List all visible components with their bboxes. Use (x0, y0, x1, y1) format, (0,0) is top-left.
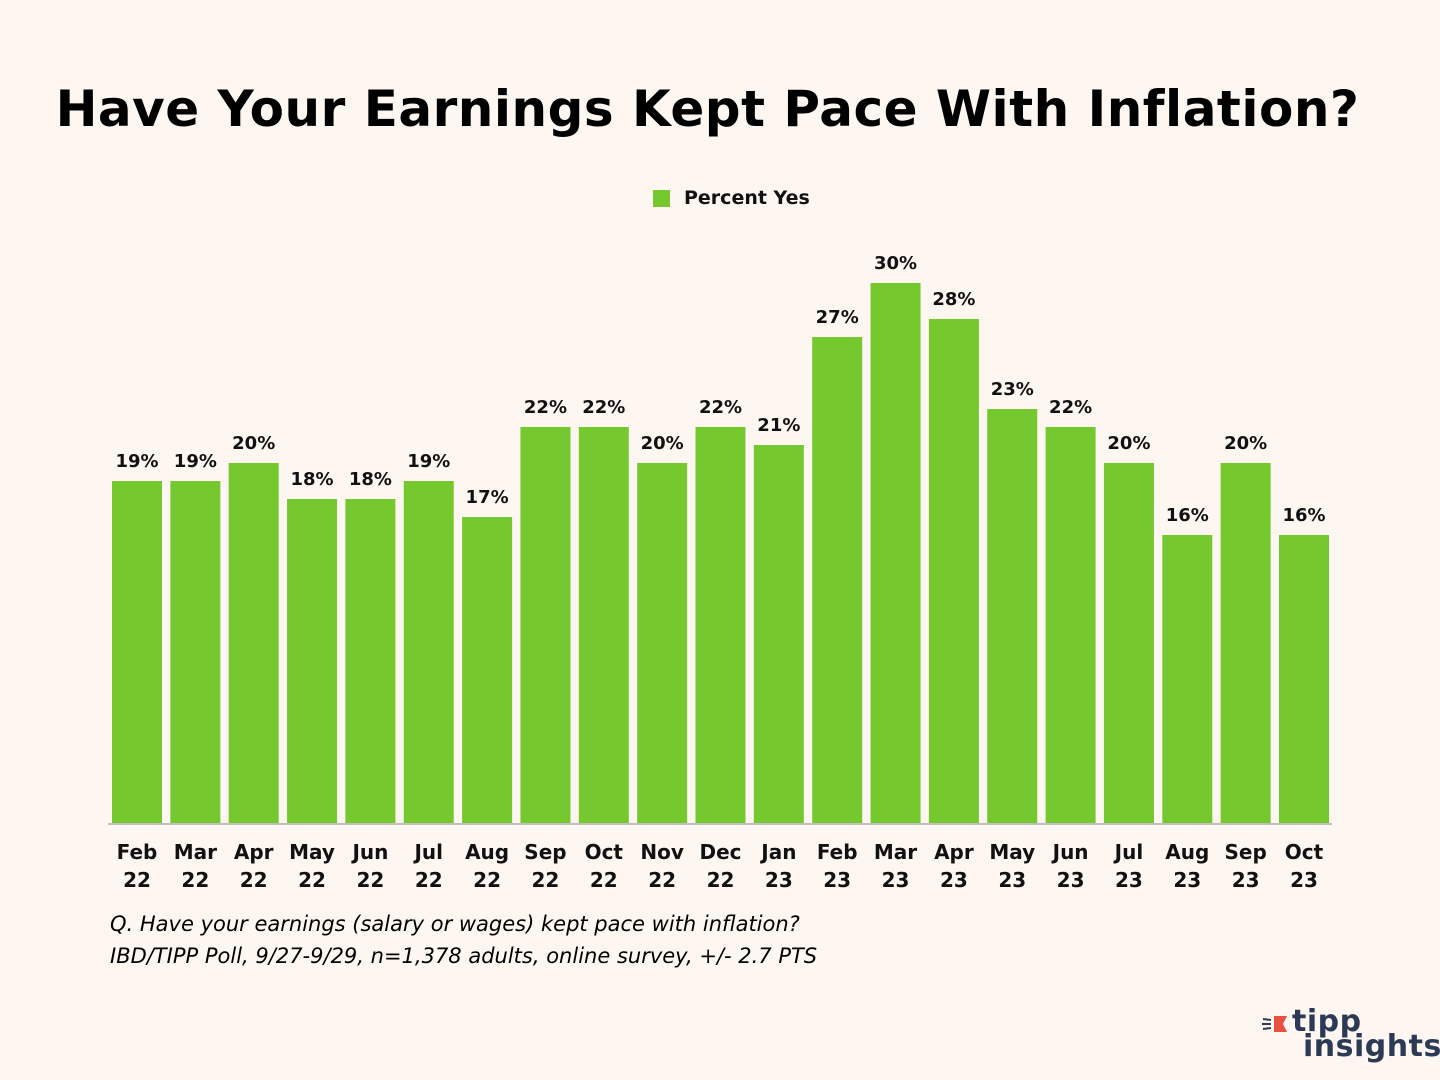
x-tick-label-17: Jul 23 (1113, 840, 1144, 892)
data-label-2: 20% (232, 433, 275, 454)
x-tick-label-10: Dec 22 (699, 840, 741, 892)
logo-word-insights: insights (1303, 1029, 1440, 1064)
logo-word-tipp: tipp (1292, 1004, 1362, 1039)
bar-19 (1220, 463, 1271, 823)
bar-6 (462, 517, 513, 823)
bar-7 (520, 427, 571, 823)
x-tick-label-2: Apr 22 (234, 840, 274, 892)
x-tick-labels-group: Feb 22 Mar 22 Apr 22 May 22 Jun 22 Jul 22 Aug 22 Sep 22… (117, 840, 1324, 892)
x-tick-label-20: Oct 23 (1285, 840, 1324, 892)
x-tick-label-18: Aug 23 (1165, 840, 1209, 892)
flag-arrow-icon (1262, 1016, 1287, 1032)
x-tick-label-14: Apr 23 (934, 840, 974, 892)
data-label-6: 17% (466, 487, 509, 508)
bars-group (112, 283, 1329, 823)
bar-12 (812, 337, 863, 823)
data-label-10: 22% (699, 397, 742, 418)
data-label-0: 19% (115, 451, 158, 472)
x-tick-label-12: Feb 23 (817, 840, 858, 892)
x-tick-label-19: Sep 23 (1225, 840, 1267, 892)
x-tick-label-4: Jun 22 (350, 840, 388, 892)
data-label-19: 20% (1224, 433, 1267, 454)
x-tick-label-13: Mar 23 (874, 840, 917, 892)
x-tick-label-16: Jun 23 (1051, 840, 1089, 892)
x-tick-label-0: Feb 22 (117, 840, 158, 892)
data-label-15: 23% (991, 379, 1034, 400)
bar-3 (287, 499, 338, 823)
x-tick-label-8: Oct 22 (585, 840, 624, 892)
bar-5 (403, 481, 454, 823)
bar-2 (228, 463, 279, 823)
data-label-12: 27% (816, 307, 859, 328)
footnote-source: IBD/TIPP Poll, 9/27-9/29, n=1,378 adults… (110, 944, 818, 968)
chart-title: Have Your Earnings Kept Pace With Inflat… (55, 80, 1360, 138)
data-label-18: 16% (1166, 505, 1209, 526)
bar-14 (928, 319, 979, 823)
bar-15 (987, 409, 1038, 823)
x-tick-label-11: Jan 23 (759, 840, 796, 892)
data-label-11: 21% (757, 415, 800, 436)
x-tick-label-1: Mar 22 (174, 840, 217, 892)
data-label-16: 22% (1049, 397, 1092, 418)
footnote: Q. Have your earnings (salary or wages) … (110, 908, 817, 972)
data-label-5: 19% (407, 451, 450, 472)
bar-17 (1103, 463, 1154, 823)
x-tick-label-3: May 22 (289, 840, 335, 892)
x-tick-label-7: Sep 22 (524, 840, 566, 892)
data-label-1: 19% (174, 451, 217, 472)
bar-10 (695, 427, 746, 823)
footnote-question: Q. Have your earnings (salary or wages) … (110, 912, 800, 936)
bar-0 (112, 481, 162, 823)
chart-legend: Percent Yes (653, 186, 810, 210)
tipp-insights-logo: tipp insights (1262, 1004, 1440, 1066)
data-label-9: 20% (641, 433, 684, 454)
data-label-14: 28% (932, 289, 975, 310)
data-label-8: 22% (582, 397, 625, 418)
data-labels-group: 19% 19% 20% 18% 18% 19% 17% 22% 22% 20% 22% 21% 27% 3… (115, 253, 1325, 526)
data-label-20: 16% (1282, 505, 1325, 526)
bar-9 (637, 463, 688, 823)
bar-4 (345, 499, 396, 823)
bar-11 (753, 445, 804, 823)
bar-8 (578, 427, 629, 823)
legend-label: Percent Yes (684, 187, 810, 209)
bar-1 (170, 481, 221, 823)
x-tick-label-6: Aug 22 (465, 840, 509, 892)
bar-20 (1279, 535, 1329, 823)
data-label-3: 18% (291, 469, 334, 490)
x-tick-label-5: Jul 22 (412, 840, 443, 892)
legend-swatch (653, 189, 670, 207)
x-tick-label-15: May 23 (989, 840, 1035, 892)
data-label-17: 20% (1107, 433, 1150, 454)
bar-18 (1162, 535, 1213, 823)
data-label-7: 22% (524, 397, 567, 418)
data-label-4: 18% (349, 469, 392, 490)
bar-16 (1045, 427, 1096, 823)
data-label-13: 30% (874, 253, 917, 274)
x-tick-label-9: Nov 22 (640, 840, 684, 892)
bar-13 (870, 283, 921, 823)
